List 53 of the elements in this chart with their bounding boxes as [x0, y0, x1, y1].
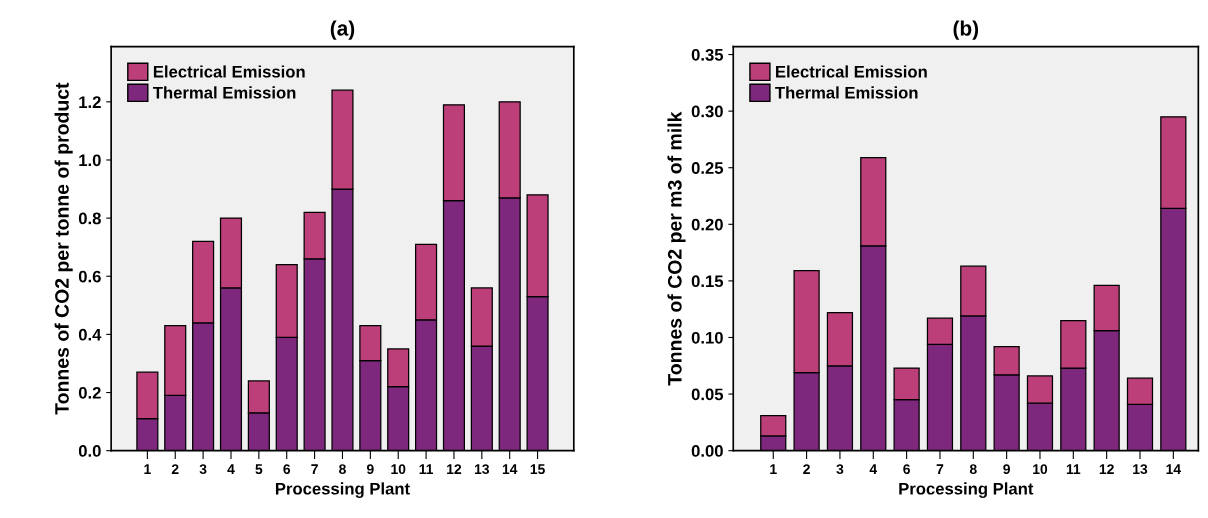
x-tick-label: 12 [447, 464, 462, 474]
y-axis-title: Tonnes of CO2 per m3 of milk [667, 111, 686, 386]
y-tick-label: 0.8 [78, 212, 101, 225]
x-tick-label: 7 [311, 464, 318, 474]
legend-label: Thermal Emission [775, 86, 918, 99]
y-tick-label: 0.25 [691, 162, 724, 174]
x-tick-label: 6 [283, 464, 291, 475]
x-tick-label: 2 [803, 464, 810, 474]
y-tick-label: 0.2 [78, 386, 101, 399]
x-tick-label: 8 [969, 464, 977, 475]
x-tick-label: 12 [1099, 464, 1114, 474]
x-tick-label: 13 [1133, 464, 1148, 475]
x-tick-label: 1 [770, 464, 777, 474]
x-tick-label: 11 [1066, 464, 1081, 474]
legend-label: Thermal Emission [152, 86, 296, 99]
y-tick-label: 1.2 [79, 96, 101, 108]
legend-label: Electrical Emission [776, 65, 927, 78]
x-tick-label: 1 [144, 464, 151, 474]
x-tick-label: 14 [1166, 464, 1181, 474]
y-tick-label: 0.35 [691, 48, 724, 61]
x-tick-label: 13 [474, 464, 490, 475]
y-tick-label: 0.10 [691, 331, 723, 344]
y-tick-label: 0.20 [691, 218, 723, 231]
y-tick-label: 0.15 [691, 275, 724, 288]
y-tick-label: 0.4 [78, 328, 102, 341]
x-tick-label: 2 [171, 464, 179, 474]
x-tick-label: 8 [339, 464, 346, 475]
x-tick-label: 14 [502, 464, 518, 474]
x-tick-label: 3 [836, 464, 844, 475]
x-tick-label: 9 [1003, 464, 1010, 475]
x-tick-label: 4 [869, 464, 878, 474]
y-tick-label: 0.30 [691, 105, 723, 118]
x-tick-label: 6 [903, 464, 910, 475]
y-tick-label: 0.0 [78, 445, 101, 457]
y-tick-label: 0.05 [691, 388, 724, 401]
y-tick-label: 0.6 [78, 270, 101, 283]
x-tick-label: 3 [199, 464, 207, 475]
x-axis-title: Processing Plant [899, 482, 1034, 498]
y-axis-title: Tonnes of CO2 per tonne of product [54, 82, 73, 415]
y-tick-label: 0.00 [691, 445, 723, 457]
x-tick-label: 10 [391, 464, 406, 475]
x-tick-label: 9 [366, 464, 374, 475]
x-tick-label: 15 [530, 464, 545, 475]
x-tick-label: 5 [255, 464, 263, 475]
x-axis-title: Processing Plant [275, 482, 410, 498]
chart-title: (a) [330, 20, 355, 40]
x-tick-label: 7 [936, 464, 944, 474]
y-tick-label: 1.0 [79, 154, 101, 167]
x-tick-label: 10 [1033, 464, 1048, 475]
x-tick-label: 4 [227, 464, 235, 474]
legend-label: Electrical Emission [153, 65, 305, 78]
x-tick-label: 11 [419, 464, 434, 474]
chart-title: (b) [953, 20, 979, 40]
